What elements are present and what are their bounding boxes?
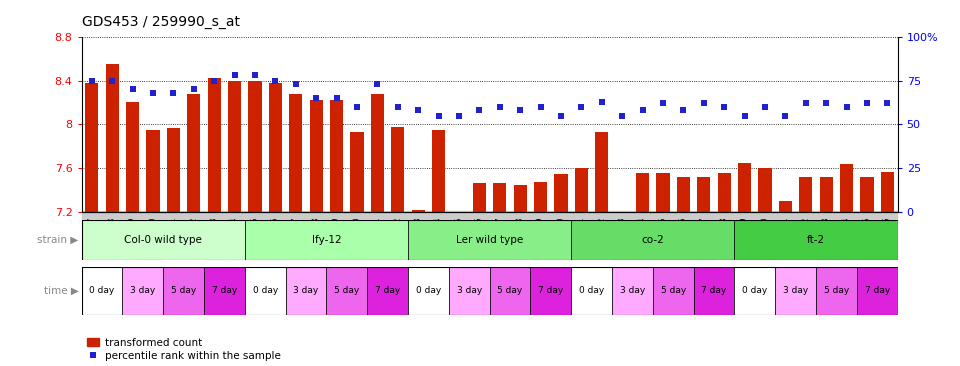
Text: lfy-12: lfy-12 — [312, 235, 341, 245]
Bar — [758, 168, 772, 212]
Bar — [816, 267, 856, 315]
Bar — [575, 168, 588, 212]
Text: 7 day: 7 day — [375, 287, 400, 295]
Bar — [391, 127, 404, 212]
Bar — [309, 100, 323, 212]
Bar — [880, 172, 894, 212]
Text: 5 day: 5 day — [824, 287, 849, 295]
Text: 3 day: 3 day — [131, 287, 156, 295]
Text: 3 day: 3 day — [783, 287, 808, 295]
Text: 3 day: 3 day — [294, 287, 319, 295]
Bar — [330, 100, 344, 212]
Bar — [490, 267, 531, 315]
Bar — [326, 267, 368, 315]
Bar — [799, 177, 812, 212]
Bar — [514, 185, 527, 212]
Bar — [228, 81, 241, 212]
Bar — [595, 132, 609, 212]
Text: 0 day: 0 day — [742, 287, 767, 295]
Text: co-2: co-2 — [641, 235, 664, 245]
Bar — [738, 163, 752, 212]
Bar — [636, 173, 649, 212]
Bar — [123, 267, 163, 315]
Bar — [571, 267, 612, 315]
Bar — [286, 267, 326, 315]
Bar — [408, 267, 449, 315]
Text: 0 day: 0 day — [252, 287, 277, 295]
Text: 5 day: 5 day — [171, 287, 196, 295]
Bar — [531, 267, 571, 315]
Bar — [432, 130, 445, 212]
Text: 5 day: 5 day — [334, 287, 359, 295]
Bar — [653, 267, 694, 315]
Text: 3 day: 3 day — [620, 287, 645, 295]
Bar — [249, 81, 262, 212]
Bar — [82, 220, 245, 260]
Bar — [734, 267, 776, 315]
Bar — [245, 220, 408, 260]
Text: GDS453 / 259990_s_at: GDS453 / 259990_s_at — [82, 15, 240, 29]
Bar — [534, 182, 547, 212]
Bar — [493, 183, 507, 212]
Text: 0 day: 0 day — [89, 287, 114, 295]
Bar — [779, 201, 792, 212]
Bar — [408, 220, 571, 260]
Bar — [776, 267, 816, 315]
Bar — [204, 267, 245, 315]
Bar — [371, 94, 384, 212]
Bar — [612, 267, 653, 315]
Bar — [167, 128, 180, 212]
Bar — [657, 173, 670, 212]
Bar — [187, 94, 201, 212]
Bar — [571, 220, 734, 260]
Text: 5 day: 5 day — [497, 287, 522, 295]
Bar — [412, 210, 425, 212]
Legend: transformed count, percentile rank within the sample: transformed count, percentile rank withi… — [86, 338, 280, 361]
Bar — [126, 102, 139, 212]
Bar — [245, 267, 286, 315]
Bar — [840, 164, 853, 212]
Text: Ler wild type: Ler wild type — [456, 235, 523, 245]
Bar — [163, 267, 204, 315]
Bar — [860, 177, 874, 212]
Text: 7 day: 7 day — [702, 287, 727, 295]
Text: 0 day: 0 day — [416, 287, 441, 295]
Bar — [717, 173, 731, 212]
Bar — [734, 220, 898, 260]
Text: ft-2: ft-2 — [807, 235, 825, 245]
Bar — [146, 130, 159, 212]
Text: 3 day: 3 day — [457, 287, 482, 295]
Bar — [85, 83, 99, 212]
Bar — [82, 267, 123, 315]
Bar — [820, 177, 833, 212]
Bar — [368, 267, 408, 315]
Text: 0 day: 0 day — [579, 287, 604, 295]
Bar — [207, 78, 221, 212]
Bar — [857, 267, 898, 315]
Bar — [697, 177, 710, 212]
Bar — [677, 177, 690, 212]
Text: strain ▶: strain ▶ — [37, 235, 79, 245]
Text: Col-0 wild type: Col-0 wild type — [124, 235, 203, 245]
Bar — [449, 267, 490, 315]
Bar — [694, 267, 734, 315]
Text: 7 day: 7 day — [865, 287, 890, 295]
Bar — [269, 83, 282, 212]
Text: 7 day: 7 day — [539, 287, 564, 295]
Text: time ▶: time ▶ — [44, 286, 79, 296]
Text: 5 day: 5 day — [660, 287, 685, 295]
Bar — [106, 64, 119, 212]
Bar — [350, 132, 364, 212]
Bar — [472, 183, 486, 212]
Bar — [554, 174, 567, 212]
Text: 7 day: 7 day — [212, 287, 237, 295]
Bar — [289, 94, 302, 212]
